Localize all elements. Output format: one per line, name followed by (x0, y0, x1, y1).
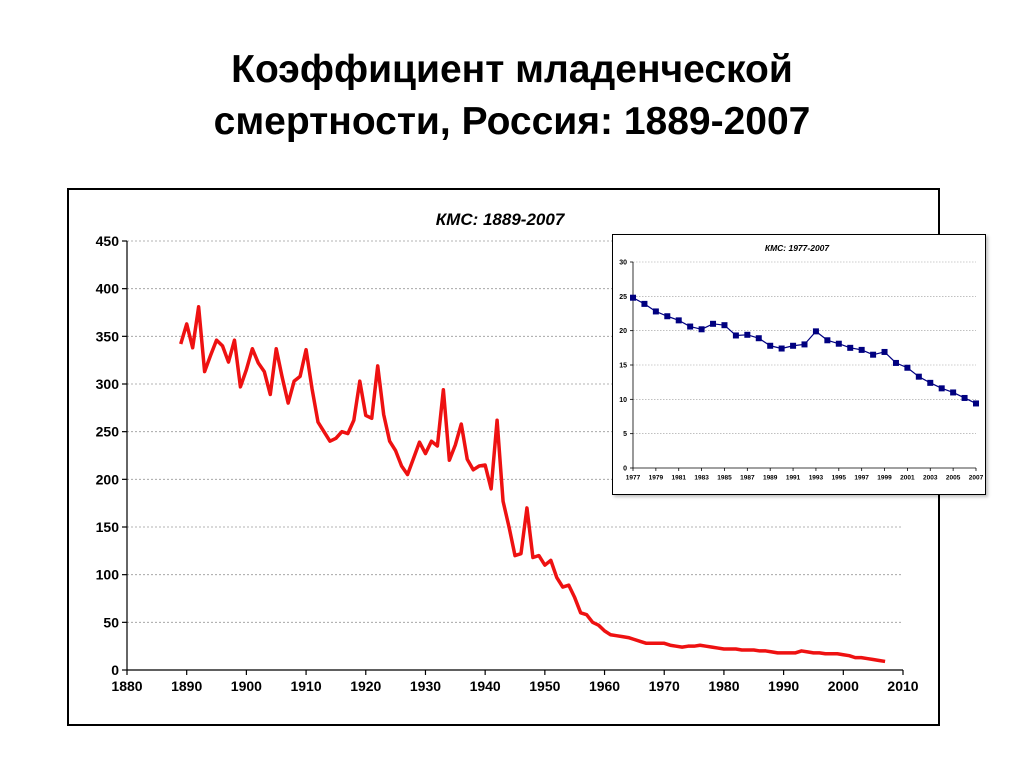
data-point (721, 322, 728, 329)
x-tick-label: 1995 (832, 475, 847, 482)
data-point (790, 342, 797, 349)
data-point (652, 308, 659, 315)
x-tick-label: 1977 (626, 475, 641, 482)
y-tick-label: 450 (96, 233, 120, 249)
data-point (801, 341, 808, 348)
slide-title: Коэффициент младенческой смертности, Рос… (0, 44, 1024, 148)
x-tick-label: 1990 (768, 678, 799, 694)
x-tick-label: 1989 (763, 475, 778, 482)
y-tick-label: 300 (96, 376, 120, 392)
data-point (870, 351, 877, 358)
x-tick-label: 2003 (923, 475, 938, 482)
data-point (778, 345, 785, 352)
x-tick-label: 1985 (717, 475, 732, 482)
x-tick-label: 1910 (290, 678, 321, 694)
data-point (892, 359, 899, 366)
data-point (927, 379, 934, 386)
y-tick-label: 20 (619, 328, 627, 335)
x-tick-label: 1970 (649, 678, 680, 694)
x-tick-label: 1983 (694, 475, 709, 482)
x-tick-label: 2005 (946, 475, 961, 482)
data-point (973, 400, 979, 407)
y-tick-label: 400 (96, 281, 120, 297)
x-tick-label: 1979 (649, 475, 664, 482)
data-point (835, 340, 842, 347)
y-tick-label: 30 (619, 260, 627, 267)
data-point (698, 326, 705, 333)
data-point (938, 385, 945, 392)
x-tick-label: 1880 (111, 678, 142, 694)
inset-chart-frame (612, 234, 986, 495)
y-tick-label: 25 (619, 294, 627, 301)
data-point (641, 300, 648, 307)
x-tick-label: 1950 (529, 678, 560, 694)
x-tick-label: 1997 (854, 475, 869, 482)
x-tick-label: 2010 (887, 678, 918, 694)
y-tick-label: 5 (623, 431, 627, 438)
x-tick-label: 1993 (809, 475, 824, 482)
x-tick-label: 1920 (350, 678, 381, 694)
y-tick-label: 10 (619, 397, 627, 404)
y-tick-label: 350 (96, 328, 120, 344)
x-tick-label: 1930 (410, 678, 441, 694)
data-point (767, 342, 774, 349)
data-point (687, 323, 694, 330)
x-tick-label: 1981 (671, 475, 686, 482)
x-tick-label: 1991 (786, 475, 801, 482)
y-tick-label: 0 (623, 466, 627, 473)
data-point (961, 394, 968, 401)
series-line (179, 305, 886, 664)
data-point (881, 348, 888, 355)
data-point (950, 389, 957, 396)
x-tick-label: 1900 (231, 678, 262, 694)
data-point (664, 313, 671, 320)
data-point (744, 331, 751, 338)
data-point (732, 332, 739, 339)
x-tick-label: 1987 (740, 475, 755, 482)
y-tick-label: 150 (96, 519, 120, 535)
y-tick-label: 0 (111, 662, 119, 678)
y-tick-label: 100 (96, 567, 120, 583)
x-tick-label: 2007 (969, 475, 984, 482)
series-line (632, 297, 977, 404)
data-point (812, 328, 819, 335)
slide-title-line-2: смертности, Россия: 1889-2007 (213, 100, 811, 143)
data-point (847, 344, 854, 351)
chart-title: КМС: 1889-2007 (436, 210, 566, 229)
data-point (755, 335, 762, 342)
y-tick-label: 15 (619, 363, 627, 370)
slide-title-line-1: Коэффициент младенческой (231, 48, 793, 91)
y-tick-label: 250 (96, 424, 120, 440)
x-tick-label: 2001 (900, 475, 915, 482)
x-tick-label: 2000 (828, 678, 859, 694)
x-tick-label: 1940 (470, 678, 501, 694)
x-tick-label: 1890 (171, 678, 202, 694)
data-point (824, 337, 831, 344)
data-point (630, 294, 636, 301)
data-point (710, 320, 717, 327)
x-tick-label: 1980 (708, 678, 739, 694)
data-point (858, 346, 865, 353)
y-tick-label: 50 (103, 614, 119, 630)
data-point (675, 317, 682, 324)
chart-title: КМС: 1977-2007 (765, 243, 831, 253)
x-tick-label: 1960 (589, 678, 620, 694)
x-tick-label: 1999 (877, 475, 892, 482)
data-point (904, 364, 911, 371)
data-point (915, 373, 922, 380)
y-tick-label: 200 (96, 471, 120, 487)
